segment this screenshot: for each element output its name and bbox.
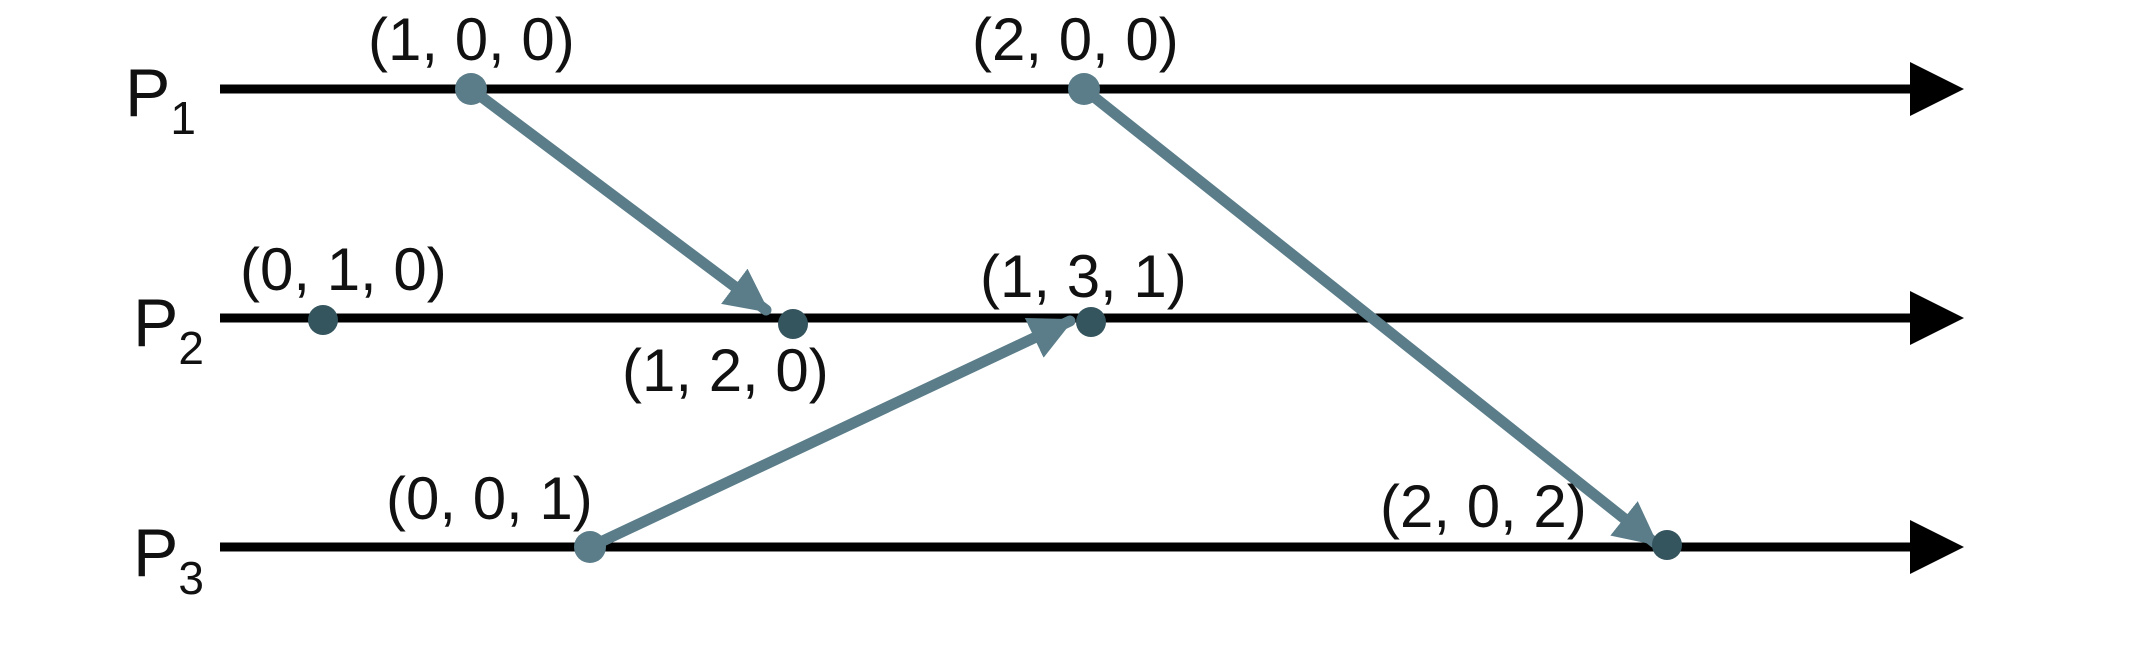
process-label-p2: P2 — [133, 285, 204, 374]
timestamp-label-p2-e3: (1, 3, 1) — [980, 243, 1187, 310]
event-dot-p3-e2 — [1652, 530, 1682, 560]
timestamp-label-p1-e1: (1, 0, 0) — [368, 6, 575, 73]
event-dot-p2-e2 — [778, 309, 808, 339]
event-dot-p1-e2 — [1068, 73, 1100, 105]
timestamp-label-p3-e1: (0, 0, 1) — [386, 465, 593, 532]
process-label-p3: P3 — [133, 515, 204, 604]
event-dot-p2-e1 — [308, 305, 338, 335]
event-dot-p3-e1 — [574, 531, 606, 563]
message-arrow-p1-to-p2 — [465, 83, 772, 316]
event-dot-p2-e3 — [1076, 307, 1106, 337]
timestamp-label-p1-e2: (2, 0, 0) — [972, 6, 1179, 73]
message-arrow-p3-to-p2 — [584, 315, 1076, 553]
timestamp-label-p3-e2: (2, 0, 2) — [1380, 473, 1587, 540]
timestamp-label-p2-e2: (1, 2, 0) — [622, 337, 829, 404]
timestamp-label-p2-e1: (0, 1, 0) — [240, 236, 447, 303]
process-label-p1: P1 — [125, 55, 196, 144]
event-dot-p1-e1 — [455, 73, 487, 105]
message-arrow-p1-to-p3 — [1078, 83, 1661, 549]
